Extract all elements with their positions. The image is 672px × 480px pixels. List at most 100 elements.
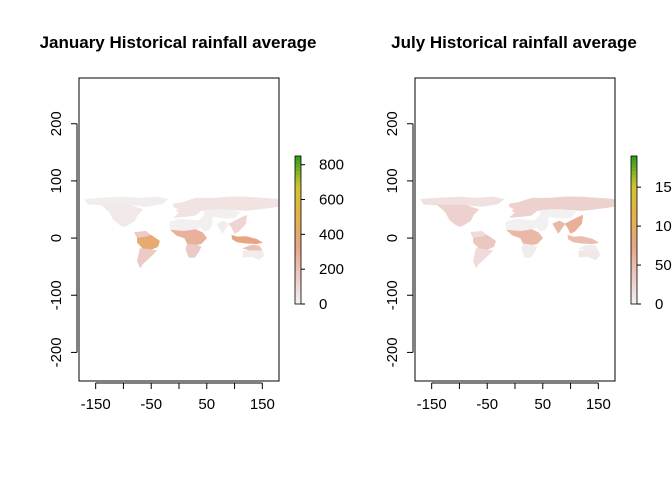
land-region-australia-north bbox=[578, 244, 599, 251]
legend-color-step bbox=[295, 259, 301, 264]
july-plot-frame bbox=[414, 77, 616, 382]
legend-color-step bbox=[631, 167, 637, 172]
july-x-axis: -150 -50 50 150 bbox=[417, 382, 611, 413]
legend-tick-label: 200 bbox=[319, 261, 344, 278]
legend-color-step bbox=[631, 211, 637, 216]
x-tick-label: -150 bbox=[417, 396, 447, 413]
land-region-amazon bbox=[137, 234, 160, 250]
legend-color-step bbox=[631, 156, 637, 161]
land-region-india bbox=[552, 220, 566, 234]
legend-color-step bbox=[295, 215, 301, 220]
legend-color-step bbox=[631, 218, 637, 224]
legend-color-step bbox=[295, 196, 301, 201]
legend-tick-label: 50 bbox=[655, 257, 672, 274]
land-region-north-america bbox=[87, 203, 144, 227]
land-region-central-asia bbox=[203, 209, 241, 219]
legend-color-step bbox=[295, 285, 301, 290]
x-tick-label: 50 bbox=[198, 396, 215, 413]
legend-color-step bbox=[631, 292, 637, 298]
legend-color-step bbox=[295, 233, 301, 238]
y-tick-label: -100 bbox=[48, 280, 65, 310]
january-x-axis: -150 -50 50 150 bbox=[81, 382, 275, 413]
legend-color-step bbox=[295, 222, 301, 227]
january-land-layer bbox=[84, 196, 279, 269]
legend-color-step bbox=[631, 178, 637, 183]
july-map-panel: July Historical rainfall average -150 -50… bbox=[384, 33, 672, 413]
legend-color-step bbox=[295, 274, 301, 279]
land-region-central-asia bbox=[539, 209, 577, 219]
july-y-axis: -200 -100 0 100 200 bbox=[384, 111, 414, 367]
legend-color-step bbox=[631, 185, 637, 190]
legend-color-step bbox=[631, 300, 637, 305]
land-region-southern-africa bbox=[521, 243, 538, 258]
land-region-southern-africa bbox=[185, 243, 202, 258]
land-region-europe bbox=[508, 204, 538, 218]
y-tick-label: -200 bbox=[48, 337, 65, 367]
legend-tick-label: 800 bbox=[319, 157, 344, 174]
land-region-indonesia bbox=[567, 234, 599, 245]
land-region-sahara bbox=[505, 218, 538, 232]
x-tick-label: -50 bbox=[476, 396, 498, 413]
legend-color-step bbox=[631, 226, 637, 231]
legend-color-step bbox=[631, 263, 637, 268]
legend-color-step bbox=[295, 170, 301, 175]
legend-color-step bbox=[295, 281, 301, 286]
y-tick-label: 0 bbox=[48, 234, 65, 242]
legend-color-step bbox=[631, 296, 637, 301]
legend-color-step bbox=[631, 215, 637, 220]
legend-color-step bbox=[295, 292, 301, 298]
legend-tick-label: 600 bbox=[319, 192, 344, 209]
legend-color-step bbox=[631, 181, 637, 187]
legend-color-step bbox=[295, 163, 301, 168]
legend-color-step bbox=[295, 296, 301, 301]
legend-color-step bbox=[295, 263, 301, 268]
legend-color-step bbox=[295, 300, 301, 305]
legend-color-step bbox=[631, 248, 637, 253]
january-map-panel: January Historical rainfall average -150… bbox=[40, 33, 344, 413]
legend-color-step bbox=[295, 248, 301, 253]
legend-bar-frame bbox=[294, 155, 302, 305]
legend-color-step bbox=[631, 281, 637, 286]
legend-color-step bbox=[631, 255, 637, 261]
land-region-southeast-asia bbox=[228, 214, 248, 234]
legend-color-step bbox=[631, 278, 637, 283]
january-plot-frame bbox=[78, 77, 280, 382]
legend-color-step bbox=[631, 204, 637, 209]
legend-color-step bbox=[631, 196, 637, 201]
y-tick-label: 200 bbox=[384, 111, 401, 136]
legend-color-step bbox=[631, 233, 637, 238]
y-tick-label: -100 bbox=[384, 280, 401, 310]
y-tick-label: 200 bbox=[48, 111, 65, 136]
legend-color-step bbox=[631, 207, 637, 212]
july-land-layer bbox=[420, 196, 615, 269]
y-tick-label: 100 bbox=[48, 168, 65, 193]
y-tick-label: -200 bbox=[384, 337, 401, 367]
legend-color-step bbox=[631, 252, 637, 257]
legend-color-step bbox=[295, 270, 301, 275]
legend-tick-label: 150 bbox=[655, 179, 672, 196]
legend-color-step bbox=[295, 207, 301, 212]
legend-color-step bbox=[631, 163, 637, 168]
legend-color-step bbox=[295, 193, 301, 198]
land-region-central-africa bbox=[506, 229, 544, 246]
legend-color-step bbox=[295, 211, 301, 216]
legend-color-step bbox=[631, 189, 637, 194]
land-region-india bbox=[216, 220, 230, 234]
legend-color-step bbox=[631, 244, 637, 249]
legend-color-step bbox=[631, 241, 637, 246]
land-region-south-america-south bbox=[137, 248, 158, 269]
january-map-title: January Historical rainfall average bbox=[40, 33, 317, 52]
land-region-southeast-asia bbox=[564, 214, 584, 234]
legend-color-step bbox=[295, 200, 301, 205]
january-legend: 0 200 400 600 800 bbox=[294, 155, 344, 313]
legend-color-step bbox=[295, 241, 301, 246]
land-region-arabia-middle-east bbox=[534, 214, 549, 232]
land-region-indonesia bbox=[231, 234, 263, 245]
legend-color-step bbox=[295, 267, 301, 272]
x-tick-label: 150 bbox=[250, 396, 275, 413]
legend-color-step bbox=[295, 156, 301, 161]
land-region-sahara bbox=[169, 218, 202, 232]
legend-color-step bbox=[631, 270, 637, 275]
legend-tick-label: 0 bbox=[655, 296, 663, 313]
